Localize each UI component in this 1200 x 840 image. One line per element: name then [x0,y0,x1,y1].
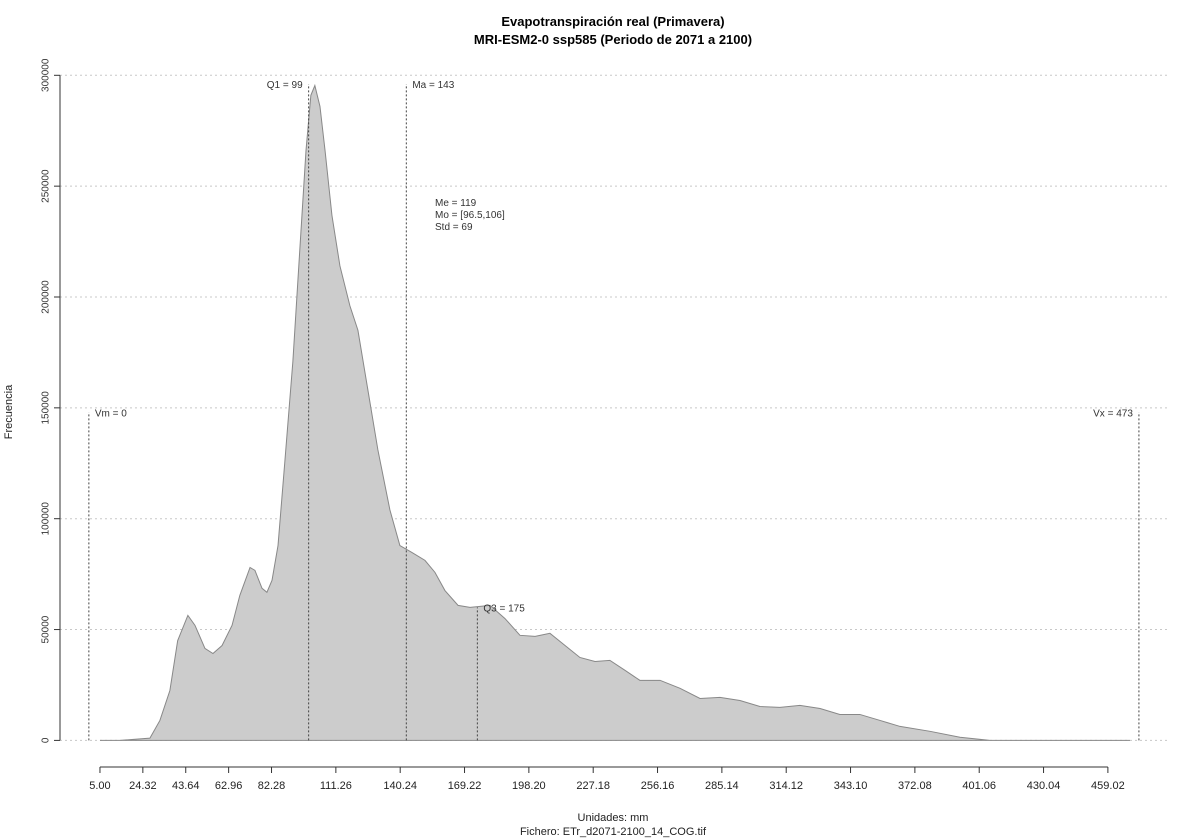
marker-label: Q1 = 99 [267,80,303,91]
stat-label: Me = 119 [435,198,477,209]
chart-subtitle: MRI-ESM2-0 ssp585 (Periodo de 2071 a 210… [474,32,752,47]
x-tick-label: 459.02 [1091,780,1125,792]
x-tick-label: 256.16 [641,780,675,792]
x-tick-label: 62.96 [215,780,243,792]
marker-label: Vx = 473 [1093,408,1133,419]
marker-label: Ma = 143 [412,80,454,91]
y-tick-label: 200000 [41,280,52,314]
x-tick-label: 285.14 [705,780,739,792]
chart-title: Evapotranspiración real (Primavera) [501,14,724,29]
y-axis-label: Frecuencia [3,384,15,439]
x-tick-label: 227.18 [576,780,610,792]
x-tick-label: 111.26 [320,780,352,792]
stat-label: Std = 69 [435,222,473,233]
x-tick-label: 314.12 [769,780,803,792]
stat-label: Mo = [96.5,106] [435,210,505,221]
x-tick-label: 430.04 [1027,780,1061,792]
marker-label: Q3 = 175 [483,603,525,614]
x-tick-label: 372.08 [898,780,932,792]
y-tick-label: 0 [41,737,52,743]
x-tick-label: 5.00 [89,780,110,792]
x-axis-label: Unidades: mm [578,812,649,824]
x-tick-label: 343.10 [834,780,868,792]
x-tick-label: 140.24 [383,780,417,792]
density-area [99,83,1131,741]
x-tick-label: 82.28 [258,780,286,792]
x-tick-label: 401.06 [962,780,996,792]
x-tick-label: 198.20 [512,780,546,792]
y-tick-label: 250000 [41,169,52,203]
y-tick-label: 300000 [41,58,52,92]
y-tick-label: 100000 [41,502,52,536]
caption: Fichero: ETr_d2071-2100_14_COG.tif [520,826,707,838]
x-tick-label: 43.64 [172,780,200,792]
marker-label: Vm = 0 [95,408,127,419]
x-tick-label: 24.32 [129,780,157,792]
y-tick-label: 50000 [41,615,52,643]
x-tick-label: 169.22 [448,780,482,792]
y-tick-label: 150000 [41,391,52,425]
